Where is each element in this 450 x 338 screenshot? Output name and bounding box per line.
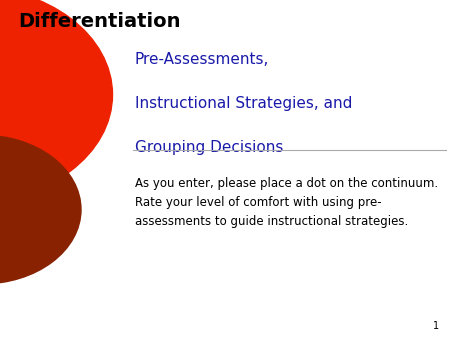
- Text: 1: 1: [432, 321, 439, 331]
- Circle shape: [0, 0, 112, 203]
- Text: Grouping Decisions: Grouping Decisions: [135, 140, 284, 155]
- Circle shape: [0, 135, 81, 284]
- Text: As you enter, please place a dot on the continuum.
Rate your level of comfort wi: As you enter, please place a dot on the …: [135, 177, 438, 228]
- Text: Pre-Assessments,: Pre-Assessments,: [135, 52, 270, 67]
- Text: Instructional Strategies, and: Instructional Strategies, and: [135, 96, 352, 111]
- Text: Differentiation: Differentiation: [18, 12, 180, 31]
